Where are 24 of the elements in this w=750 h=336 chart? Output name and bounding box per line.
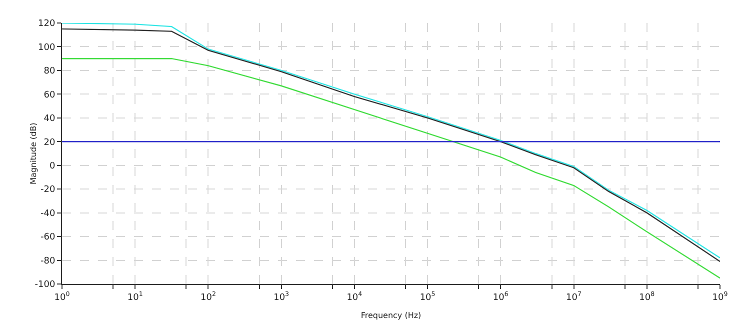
y-tick-label: 40 [44,114,56,124]
x-tick-label: 10$^{8}$ [639,291,655,303]
y-tick-label: -60 [40,232,56,243]
y-tick-label: -20 [40,185,56,196]
y-tick-label: 120 [38,19,56,30]
y-tick-label: 100 [38,42,56,53]
x-tick-label: 10$^{2}$ [200,291,216,303]
y-tick-label: 80 [44,66,56,77]
x-tick-label: 10$^{9}$ [712,291,728,303]
y-tick-label: -100 [34,280,56,290]
x-axis-title: Frequency (Hz) [360,311,422,320]
x-tick-label: 10$^{0}$ [54,291,70,303]
x-tick-label: 10$^{5}$ [420,291,436,303]
y-tick-label: 0 [49,162,56,172]
x-tick-label: 10$^{6}$ [492,291,508,303]
y-axis-title: Magnitude (dB) [29,122,38,184]
y-tick-label: 20 [44,138,56,148]
x-tick-label: 10$^{1}$ [127,291,143,303]
x-tick-label: 10$^{3}$ [274,291,290,303]
y-tick-label: 60 [44,90,56,100]
y-tick-label: -40 [40,208,56,219]
x-tick-label: 10$^{7}$ [566,291,582,303]
x-tick-label: 10$^{4}$ [346,291,362,303]
y-tick-label: -80 [40,256,56,266]
